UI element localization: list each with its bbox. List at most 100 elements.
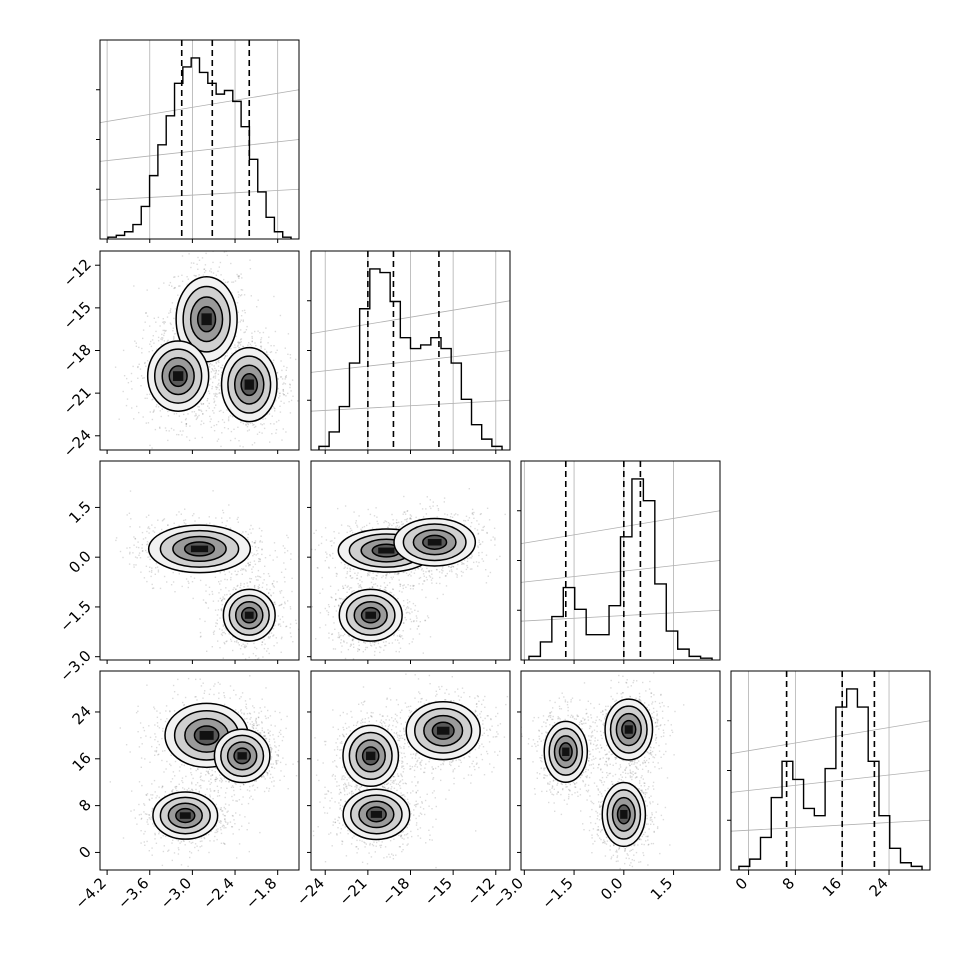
scatter-point: [425, 508, 427, 510]
scatter-point: [249, 528, 251, 530]
scatter-point: [146, 543, 149, 545]
scatter-point: [126, 398, 129, 400]
scatter-point: [477, 546, 479, 549]
scatter-point: [277, 387, 279, 390]
scatter-point: [383, 521, 385, 524]
scatter-point: [257, 579, 259, 581]
scatter-point: [504, 513, 506, 516]
scatter-point: [148, 514, 150, 516]
scatter-point: [115, 539, 117, 542]
scatter-point: [279, 618, 281, 621]
scatter-point: [432, 501, 434, 503]
scatter-point: [303, 604, 304, 605]
scatter-point: [212, 600, 215, 602]
scatter-point: [149, 325, 151, 327]
scatter-point: [155, 562, 158, 565]
scatter-point: [187, 278, 189, 280]
scatter-point: [216, 622, 218, 625]
scatter-point: [171, 285, 173, 287]
scatter-point: [146, 289, 148, 291]
scatter-point: [267, 342, 269, 344]
scatter-point: [284, 378, 286, 380]
scatter-point: [268, 637, 271, 639]
scatter-point: [204, 264, 207, 266]
scatter-point: [269, 351, 272, 354]
scatter-point: [249, 422, 252, 424]
scatter-point: [159, 426, 161, 428]
scatter-point: [398, 528, 400, 530]
scatter-point: [431, 577, 434, 579]
scatter-point: [282, 388, 284, 391]
panel-frame: [99, 460, 300, 661]
scatter-point: [157, 519, 159, 521]
scatter-point: [405, 586, 407, 588]
scatter-point: [461, 575, 463, 577]
histogram-panel-2: [517, 460, 721, 661]
scatter-point: [146, 541, 149, 543]
scatter-point: [157, 340, 160, 342]
scatter-point: [215, 404, 217, 406]
scatter-point: [181, 571, 183, 573]
scatter-point: [140, 385, 142, 387]
scatter-point: [173, 337, 175, 339]
scatter-point: [198, 259, 201, 261]
scatter-point: [260, 341, 262, 344]
scatter-point: [481, 529, 483, 531]
scatter-point: [250, 345, 253, 347]
scatter-point: [330, 545, 333, 547]
scatter-point: [478, 552, 480, 554]
scatter-point: [266, 584, 268, 586]
scatter-point: [122, 349, 125, 352]
scatter-point: [213, 412, 215, 414]
scatter-point: [211, 385, 214, 388]
scatter-point: [240, 319, 242, 321]
scatter-point: [149, 343, 151, 345]
scatter-point: [181, 280, 184, 282]
scatter-point: [196, 417, 198, 419]
scatter-point: [278, 419, 280, 422]
scatter-point: [221, 367, 223, 369]
scatter-point: [428, 570, 431, 572]
scatter-point: [221, 598, 224, 601]
scatter-point: [376, 520, 378, 523]
scatter-point: [279, 314, 282, 317]
scatter-point: [165, 429, 168, 432]
scatter-point: [429, 576, 432, 578]
scatter-point: [135, 345, 138, 347]
scatter-point: [274, 624, 276, 627]
scatter-point: [119, 550, 122, 553]
scatter-point: [217, 438, 220, 440]
scatter-point: [430, 579, 433, 581]
scatter-point: [334, 537, 336, 539]
scatter-point: [114, 366, 117, 368]
scatter-point: [232, 588, 234, 591]
scatter-point: [195, 413, 197, 415]
scatter-point: [139, 557, 142, 559]
scatter-point: [186, 276, 188, 278]
scatter-point: [151, 339, 154, 341]
scatter-point: [344, 563, 346, 566]
scatter-point: [221, 419, 224, 421]
scatter-point: [477, 545, 479, 547]
scatter-point: [404, 511, 406, 513]
scatter-point: [397, 572, 399, 574]
scatter-point: [272, 585, 275, 587]
scatter-point: [282, 389, 284, 391]
scatter-point: [398, 525, 401, 528]
scatter-point: [438, 571, 441, 573]
scatter-point: [229, 593, 231, 595]
scatter-point: [435, 582, 438, 584]
scatter-point: [134, 537, 136, 540]
scatter-point: [270, 632, 273, 634]
scatter-point: [141, 531, 144, 534]
scatter-point: [142, 416, 144, 418]
scatter-point: [403, 571, 405, 573]
scatter-point: [223, 641, 225, 644]
scatter-point: [248, 656, 250, 659]
scatter-point: [185, 423, 187, 425]
scatter-point: [251, 568, 253, 570]
scatter-point: [259, 540, 262, 542]
scatter-point: [246, 643, 249, 645]
scatter-point: [260, 338, 262, 341]
scatter-point: [290, 636, 292, 638]
